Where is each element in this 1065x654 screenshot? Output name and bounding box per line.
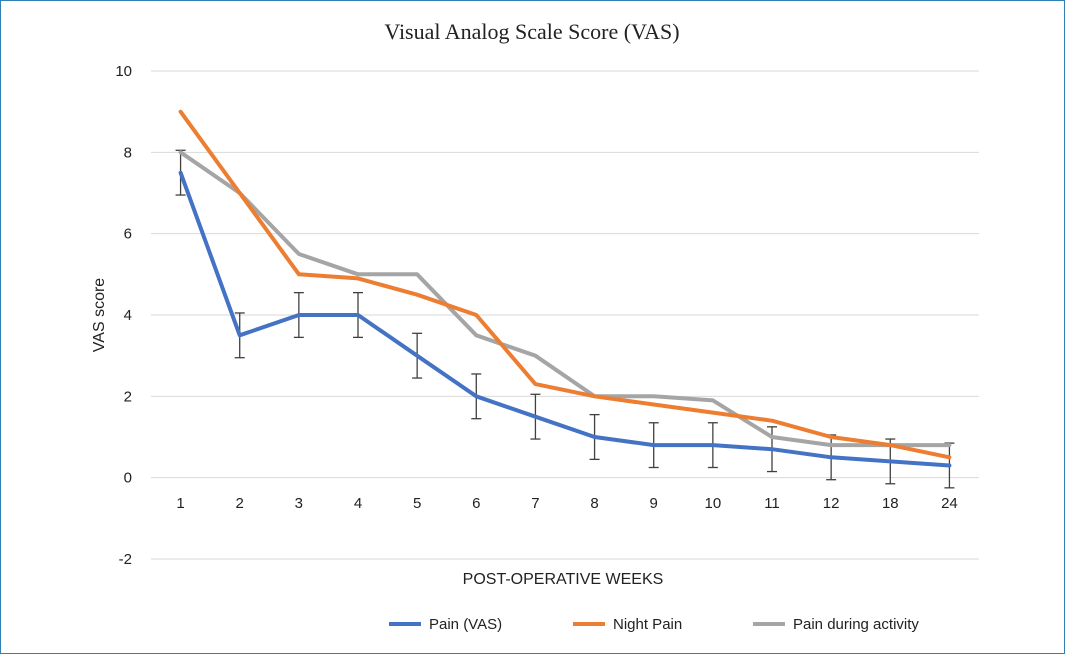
x-tick-label: 8	[590, 495, 598, 512]
x-tick-label: 5	[413, 495, 421, 512]
legend-label: Pain (VAS)	[429, 616, 502, 633]
legend: Pain (VAS) Night Pain Pain during activity	[389, 616, 919, 633]
x-tick-label: 4	[354, 495, 362, 512]
y-axis-title: VAS score	[91, 278, 108, 353]
y-tick-label: 8	[124, 144, 132, 161]
y-tick-label: 2	[124, 388, 132, 405]
series-line	[178, 150, 952, 448]
series-lines	[178, 109, 952, 468]
y-tick-label: 0	[124, 470, 132, 487]
series-line	[178, 109, 952, 460]
y-tick-label: 6	[124, 226, 132, 243]
x-tick-label: 12	[823, 495, 840, 512]
y-tick-label: 4	[124, 307, 132, 324]
legend-label: Pain during activity	[793, 616, 919, 633]
chart-title: Visual Analog Scale Score (VAS)	[384, 19, 679, 44]
x-tick-label: 11	[764, 495, 780, 512]
x-axis-title: POST-OPERATIVE WEEKS	[463, 571, 664, 588]
x-axis-ticks: 1 2 3 4 5 6 7 8 9 10 11 12 18 24	[176, 495, 957, 512]
y-tick-label: 10	[115, 63, 132, 80]
x-tick-label: 24	[941, 495, 958, 512]
legend-label: Night Pain	[613, 616, 682, 633]
x-tick-label: 1	[176, 495, 184, 512]
gridlines	[151, 70, 979, 560]
x-tick-label: 18	[882, 495, 899, 512]
y-tick-label: -2	[119, 551, 132, 568]
x-tick-label: 10	[705, 495, 722, 512]
series-line	[178, 170, 952, 468]
x-tick-label: 9	[650, 495, 658, 512]
x-tick-label: 6	[472, 495, 480, 512]
x-tick-label: 3	[295, 495, 303, 512]
x-tick-label: 2	[236, 495, 244, 512]
y-axis-ticks: -2 0 2 4 6 8 10	[115, 63, 132, 568]
x-tick-label: 7	[531, 495, 539, 512]
